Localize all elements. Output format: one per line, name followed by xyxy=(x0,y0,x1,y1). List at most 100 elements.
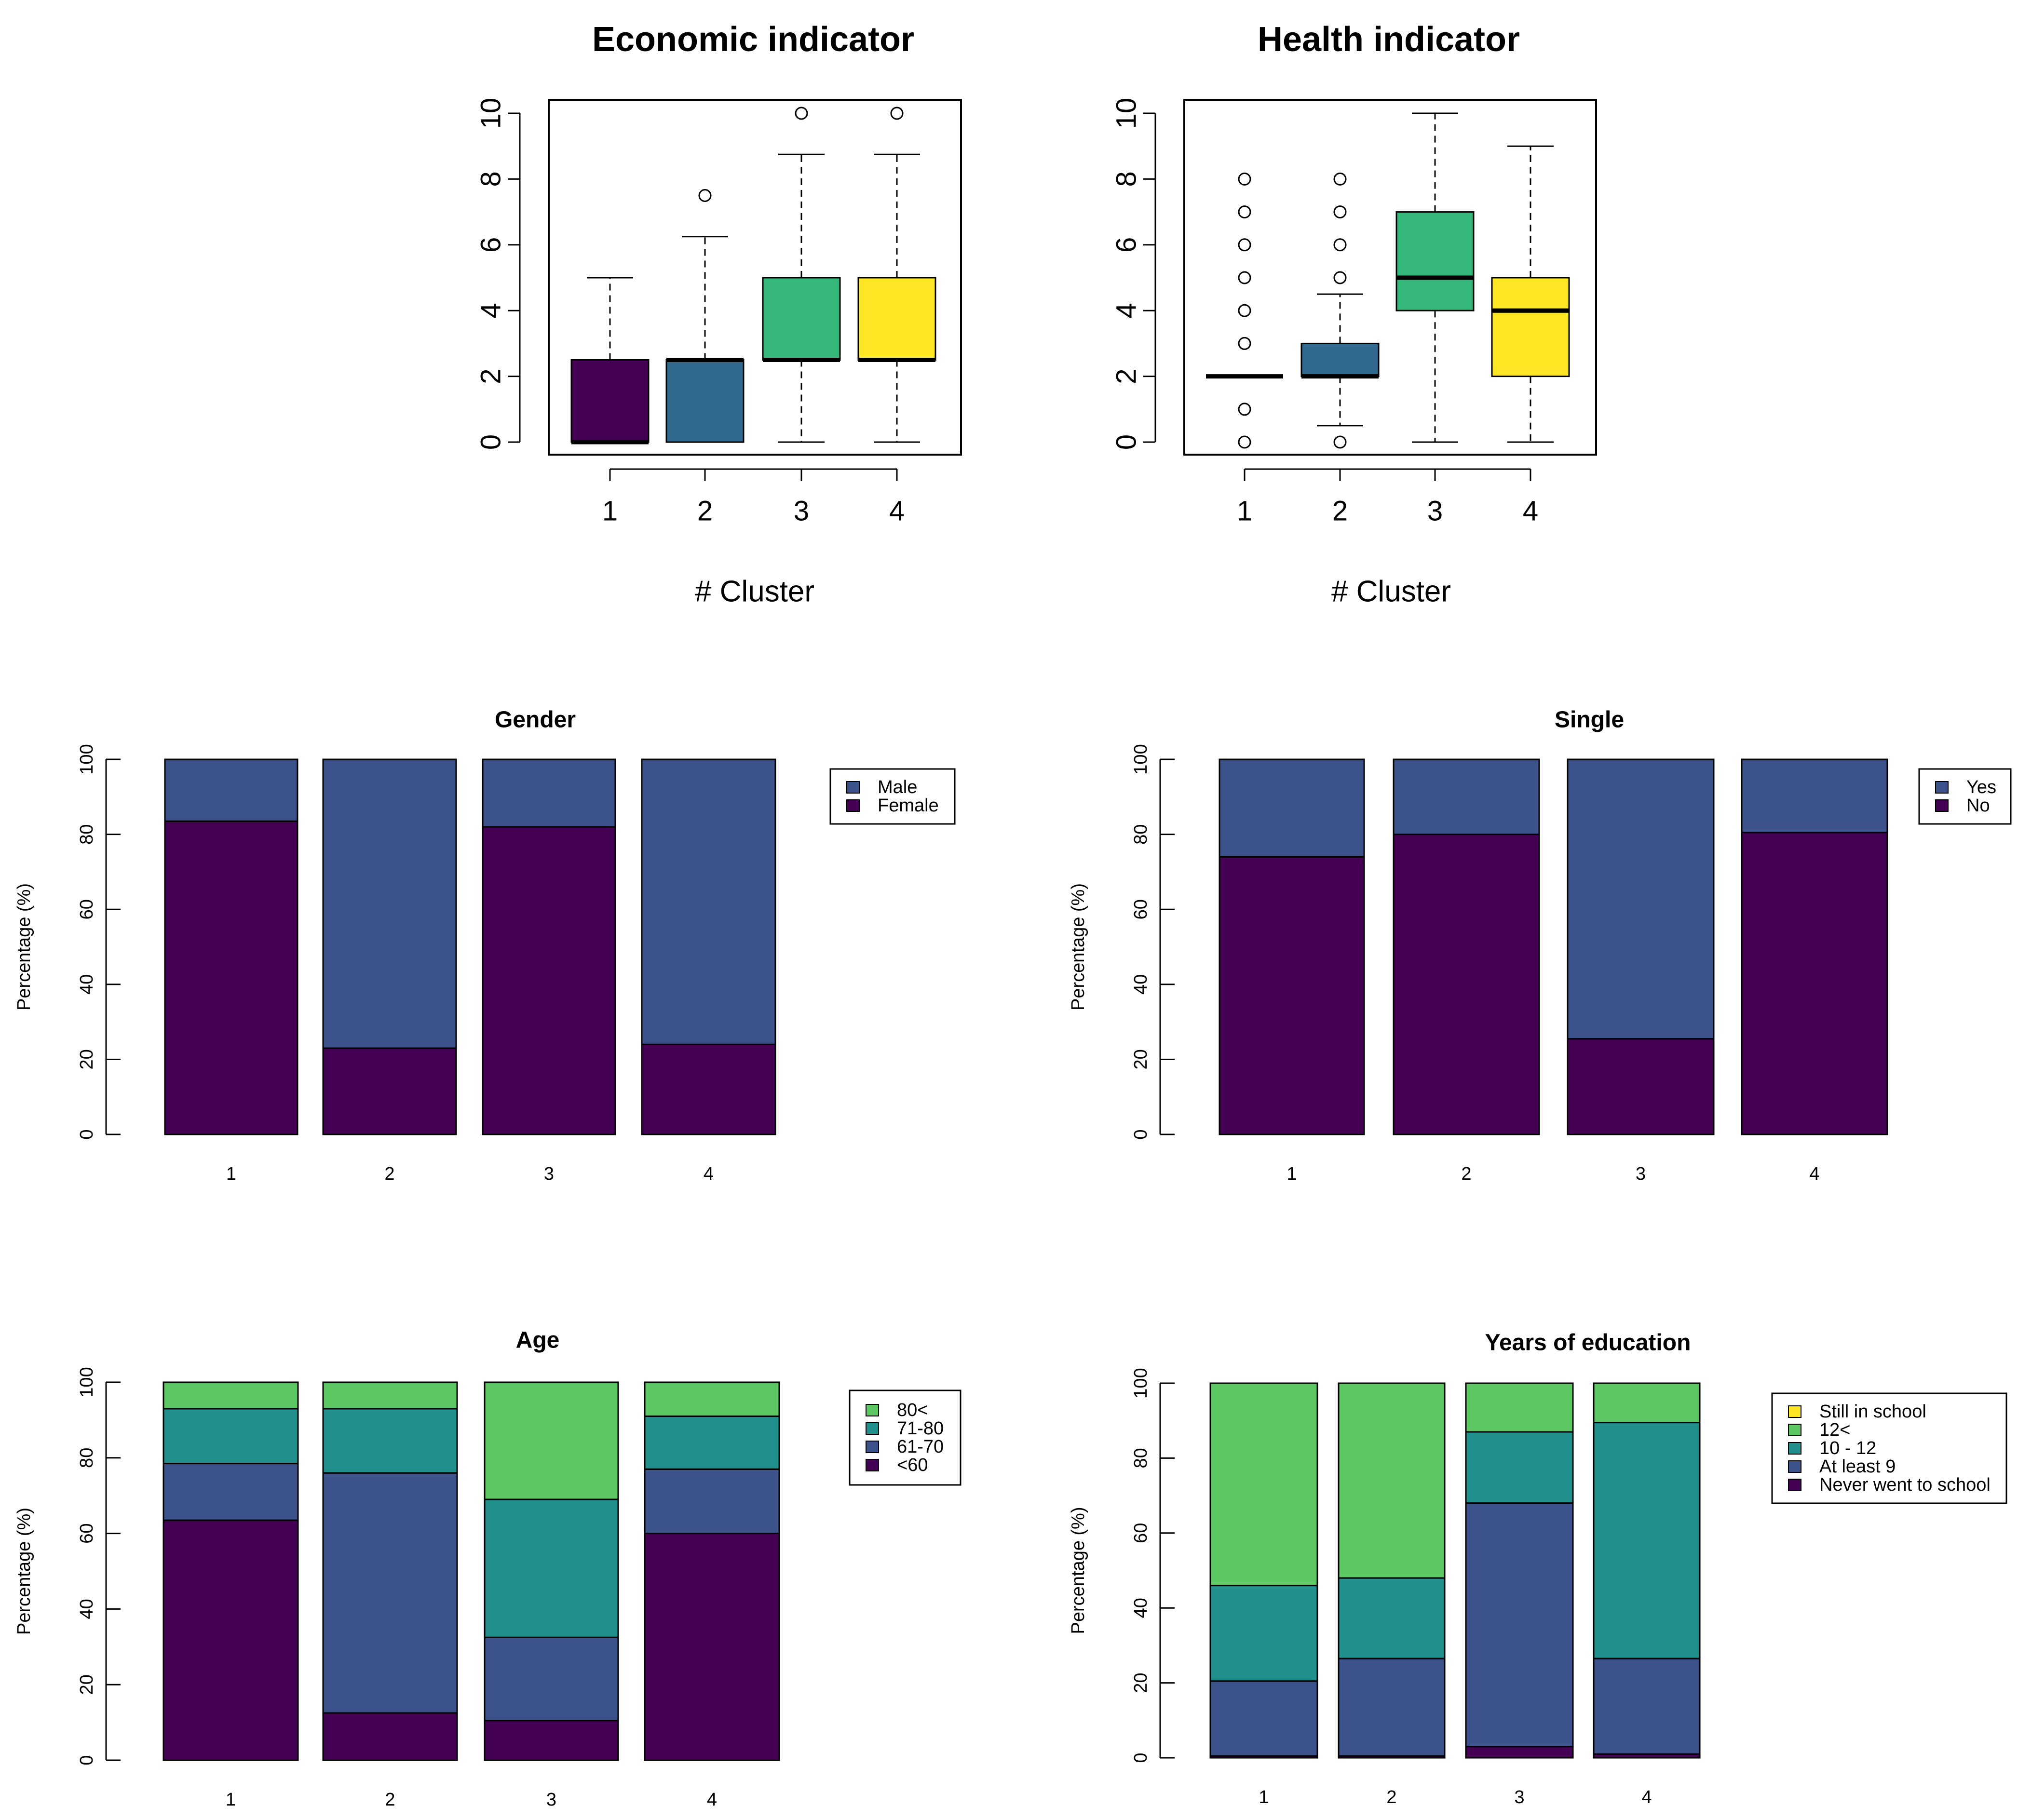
outlier-point xyxy=(1333,205,1347,219)
legend-swatch xyxy=(846,781,860,794)
y-tick-label: 20 xyxy=(1131,1672,1151,1693)
x-tick-label: 4 xyxy=(889,496,905,527)
legend-label: Never went to school xyxy=(1819,1475,1991,1495)
x-tick-label: 1 xyxy=(226,1164,236,1184)
x-axis-label: # Cluster xyxy=(695,575,814,608)
bar-segment-3-61-70 xyxy=(484,1636,619,1722)
plot-frame xyxy=(1183,99,1597,456)
y-tick-label: 40 xyxy=(1131,1598,1151,1618)
legend-label: Still in school xyxy=(1819,1402,1926,1422)
bar-segment-1-Yes xyxy=(1219,758,1365,858)
bar-segment-4-71-80 xyxy=(644,1416,780,1470)
bar-segment-2-No xyxy=(1393,834,1540,1135)
legend-label: At least 9 xyxy=(1819,1456,1896,1477)
box-iqr xyxy=(857,277,936,361)
x-tick-label: 2 xyxy=(1386,1787,1396,1807)
chart-title: Age xyxy=(516,1328,560,1353)
legend-box xyxy=(1918,768,2012,825)
legend-box xyxy=(829,768,956,825)
y-tick-label: 10 xyxy=(1111,98,1142,129)
legend-swatch xyxy=(846,799,860,812)
barchart-education: Years of education 0 20 40 60 80 100 Percentage… xyxy=(1068,1330,2007,1807)
box-cluster-3 xyxy=(1395,112,1475,443)
legend-swatch xyxy=(866,1404,879,1416)
legend-swatch xyxy=(1788,1424,1801,1436)
legend-label: 61-70 xyxy=(897,1437,944,1457)
outlier-point xyxy=(1238,271,1251,284)
bar-segment-1-80< xyxy=(163,1381,299,1410)
x-tick-label: 1 xyxy=(1237,496,1252,527)
x-tick-label: 2 xyxy=(384,1164,394,1184)
legend-swatch xyxy=(1935,799,1949,812)
bar-segment-4-Yes xyxy=(1741,758,1888,834)
bar-segment-1-71-80 xyxy=(163,1408,299,1465)
barchart-gender: Gender 0 20 40 60 80 100 Percentage (%) 1 2 3 4 Male… xyxy=(14,707,956,1184)
legend-swatch xyxy=(866,1459,879,1471)
box-cluster-2 xyxy=(1300,172,1380,449)
legend-label: No xyxy=(1966,795,1990,816)
y-tick-label: 80 xyxy=(77,1448,97,1468)
y-tick-label: 100 xyxy=(1131,1368,1151,1398)
bar-segment-1-61-70 xyxy=(163,1463,299,1521)
x-tick-label: 3 xyxy=(546,1790,556,1810)
y-axis-label: Percentage (%) xyxy=(1068,883,1088,1011)
bar-segment-1-10 - 12 xyxy=(1209,1585,1318,1682)
legend-swatch xyxy=(866,1422,879,1435)
y-tick-label: 0 xyxy=(1131,1129,1151,1139)
y-tick-label: 80 xyxy=(77,824,97,844)
chart-title: Gender xyxy=(495,707,576,733)
bar-segment-1-At least 9 xyxy=(1209,1680,1318,1757)
bar-segment-3-80< xyxy=(484,1381,619,1500)
y-tick-label: 2 xyxy=(1111,368,1142,384)
outlier-point xyxy=(1238,337,1251,350)
bar-segment-3-No xyxy=(1567,1038,1715,1135)
bar-segment-4-80< xyxy=(644,1381,780,1417)
x-tick-label: 4 xyxy=(704,1164,714,1184)
y-axis-label: Percentage (%) xyxy=(1068,1507,1088,1634)
bar-segment-3-<60 xyxy=(484,1720,619,1761)
bar-segment-3-Male xyxy=(482,758,616,828)
x-tick-label: 1 xyxy=(226,1790,236,1810)
bar-segment-4-No xyxy=(1741,832,1888,1135)
bar-segment-3-Female xyxy=(482,826,616,1135)
box-cluster-3 xyxy=(762,107,841,443)
bar-segment-1-Female xyxy=(164,820,298,1135)
box-iqr xyxy=(1300,342,1380,377)
y-tick-label: 60 xyxy=(77,1523,97,1543)
y-tick-label: 20 xyxy=(1131,1049,1151,1069)
legend-box xyxy=(1771,1392,2007,1504)
y-tick-label: 100 xyxy=(77,1367,97,1397)
x-tick-label: 4 xyxy=(1523,496,1538,527)
bar-segment-4-<60 xyxy=(644,1533,780,1761)
bar-segment-3-10 - 12 xyxy=(1465,1431,1574,1504)
y-tick-label: 60 xyxy=(1131,899,1151,919)
legend-label: Female xyxy=(878,795,939,816)
bar-segment-4-10 - 12 xyxy=(1593,1422,1701,1659)
x-tick-label: 4 xyxy=(1641,1787,1652,1807)
box-cluster-4 xyxy=(857,107,936,443)
bar-segment-2-12< xyxy=(1338,1382,1446,1579)
box-iqr xyxy=(665,359,745,443)
bar-segment-1-Male xyxy=(164,758,298,822)
box-cluster-4 xyxy=(1491,145,1570,443)
y-tick-label: 100 xyxy=(77,744,97,774)
y-tick-label: 40 xyxy=(77,974,97,995)
legend-swatch xyxy=(1788,1479,1801,1491)
barchart-age: Age 0 20 40 60 80 100 Percentage (%) 1 2 3 4 80<71-8… xyxy=(14,1328,962,1810)
outlier-point xyxy=(1333,271,1347,284)
bar-segment-3-Yes xyxy=(1567,758,1715,1040)
x-tick-label: 2 xyxy=(1461,1164,1471,1184)
legend-swatch xyxy=(1788,1442,1801,1455)
y-tick-label: 10 xyxy=(475,98,507,129)
legend-label: Male xyxy=(878,777,917,797)
outlier-point xyxy=(795,107,808,120)
box-iqr xyxy=(762,277,841,361)
legend-swatch xyxy=(1788,1405,1801,1418)
barchart-single: Single 0 20 40 60 80 100 Percentage (%) 1 2 3 4 YesN… xyxy=(1068,707,2012,1184)
y-tick-label: 0 xyxy=(77,1755,97,1765)
x-tick-label: 2 xyxy=(385,1790,395,1810)
